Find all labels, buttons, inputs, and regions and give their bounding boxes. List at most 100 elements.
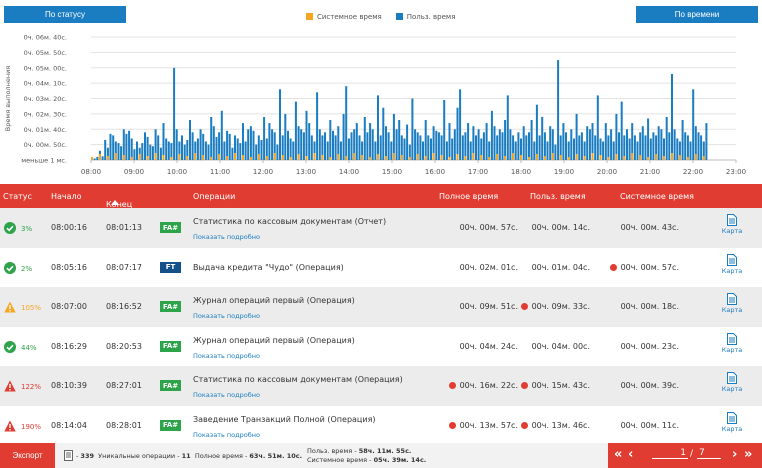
next-page-icon[interactable]: › <box>732 447 738 462</box>
document-icon <box>727 253 737 266</box>
sort-asc-icon <box>111 200 119 205</box>
user-time-bar <box>287 130 289 160</box>
summary-line-1: - 339 Уникальные операции - 11 Полное вр… <box>76 452 303 460</box>
user-time-bar <box>242 123 244 160</box>
user-time-bar <box>538 135 541 160</box>
show-details-link[interactable]: Показать подробно <box>193 312 260 321</box>
user-time-bar <box>186 140 189 160</box>
header-full-time[interactable]: Полное время <box>439 192 499 201</box>
user-time-bar <box>316 92 319 160</box>
map-link[interactable]: Карта <box>720 253 744 275</box>
system-label: Системное время - <box>307 456 372 464</box>
deviation-percent: 44% <box>21 343 37 352</box>
x-tick-label: 22:00 <box>683 168 703 176</box>
map-link[interactable]: Карта <box>720 411 744 433</box>
map-link[interactable]: Карта <box>720 372 744 393</box>
user-time-bar <box>469 141 472 160</box>
table-row[interactable]: 122% 08:10:39 08:27:01 FA# Статистика по кас… <box>0 366 762 406</box>
user-time-bar <box>414 129 417 161</box>
user-time-bar <box>398 120 401 160</box>
user-time-bar <box>144 132 146 160</box>
total-count: 339 <box>80 452 94 460</box>
user-time-bar <box>453 129 456 161</box>
table-row[interactable]: 3% 08:00:16 08:01:13 FA# Статистика по кассо… <box>0 208 762 248</box>
first-page-icon[interactable]: « <box>614 447 623 462</box>
map-link[interactable]: Карта <box>720 293 744 314</box>
table-row[interactable]: 105% 08:07:00 08:16:52 FA# Журнал операций п… <box>0 287 762 327</box>
operations-table: 3% 08:00:16 08:01:13 FA# Статистика по кассо… <box>0 208 762 446</box>
prev-page-icon[interactable]: ‹ <box>628 447 634 462</box>
user-time-bar <box>199 129 202 161</box>
user-time-bar <box>697 132 700 160</box>
map-link[interactable]: Карта <box>720 332 744 354</box>
table-row[interactable]: 44% 08:16:29 08:20:53 FA# Журнал операций пе… <box>0 327 762 367</box>
y-tick-label: 0ч. 00м. 50с. <box>24 141 67 149</box>
last-page-icon[interactable]: » <box>744 447 753 462</box>
user-time-bar <box>594 135 597 160</box>
table-row[interactable]: 190% 08:14:04 08:28:01 FA# Заведение Транзак… <box>0 406 762 446</box>
time-view-button[interactable]: По времени <box>636 6 758 23</box>
user-time-bar <box>329 120 332 160</box>
user-time-bar <box>247 129 250 161</box>
full-value: 63ч. 51м. 10с. <box>249 452 303 460</box>
document-icon <box>727 214 737 226</box>
user-time-bar <box>112 135 115 160</box>
legend-user[interactable]: Польз. время <box>395 13 455 21</box>
operation-name: Журнал операций первый (Операция) <box>193 335 355 345</box>
user-time-bar <box>218 132 221 160</box>
show-details-link[interactable]: Показать подробно <box>193 351 260 360</box>
end-time: 08:01:13 <box>106 223 142 232</box>
system-time-bar <box>257 154 260 160</box>
x-tick-label: 19:00 <box>554 168 574 176</box>
user-time-bar <box>562 123 565 160</box>
header-user-time[interactable]: Польз. время <box>530 192 586 201</box>
user-time-bar <box>663 138 665 160</box>
user-time-bar <box>647 118 650 160</box>
system-time: 00ч. 00м. 57с. <box>608 263 679 272</box>
user-time-bar <box>684 132 687 160</box>
operation-name: Журнал операций первый (Операция) <box>193 296 355 306</box>
success-check-icon <box>4 340 16 353</box>
user-time-bar <box>302 132 305 160</box>
user-time-bar <box>541 117 544 160</box>
user-time-bar <box>459 89 462 160</box>
system-time-bar <box>647 157 650 160</box>
user-time-bar <box>347 138 350 160</box>
chart-legend: Системное время Польз. время <box>306 13 455 21</box>
user-time-bar <box>276 144 279 160</box>
status-view-button[interactable]: По статусу <box>4 6 126 23</box>
header-operations[interactable]: Операции <box>193 192 236 201</box>
user-time-bar <box>284 113 287 160</box>
show-details-link[interactable]: Показать подробно <box>193 391 260 400</box>
header-status[interactable]: Статус <box>3 192 32 201</box>
user-time-bar <box>607 135 610 160</box>
pagination: « ‹ 1 / 7 › » <box>608 443 762 468</box>
user-time-bar <box>602 141 605 160</box>
user-time-bar <box>189 120 191 160</box>
system-time-bar <box>639 155 642 160</box>
show-details-link[interactable]: Показать подробно <box>193 430 260 439</box>
system-time-bar <box>170 157 173 160</box>
table-row[interactable]: 2% 08:05:16 08:07:17 FT Выдача кредита "Чудо… <box>0 248 762 288</box>
export-button[interactable]: Экспорт <box>0 443 55 468</box>
header-start[interactable]: Начало <box>51 192 82 201</box>
user-time-bar <box>339 141 342 160</box>
show-details-link[interactable]: Показать подробно <box>193 233 260 241</box>
map-link[interactable]: Карта <box>720 214 744 235</box>
footer-bar: Экспорт - 339 Уникальные операции - 11 П… <box>0 443 762 468</box>
system-time-bar <box>512 153 515 160</box>
system-time-bar <box>702 156 705 160</box>
user-time-bar <box>588 129 591 161</box>
start-time: 08:05:16 <box>51 262 87 272</box>
legend-system[interactable]: Системное время <box>306 13 382 21</box>
system-time-bar <box>226 156 229 160</box>
user-time-bar <box>639 132 642 160</box>
user-time-bar <box>477 129 480 161</box>
user-time-bar <box>623 135 626 160</box>
system-time-bar <box>686 157 689 160</box>
user-time-bar <box>239 143 242 160</box>
user-time-bar <box>207 144 210 160</box>
user-time-bar <box>517 132 520 160</box>
header-system-time[interactable]: Системное время <box>620 192 694 201</box>
page-input[interactable]: 1 <box>652 448 688 459</box>
